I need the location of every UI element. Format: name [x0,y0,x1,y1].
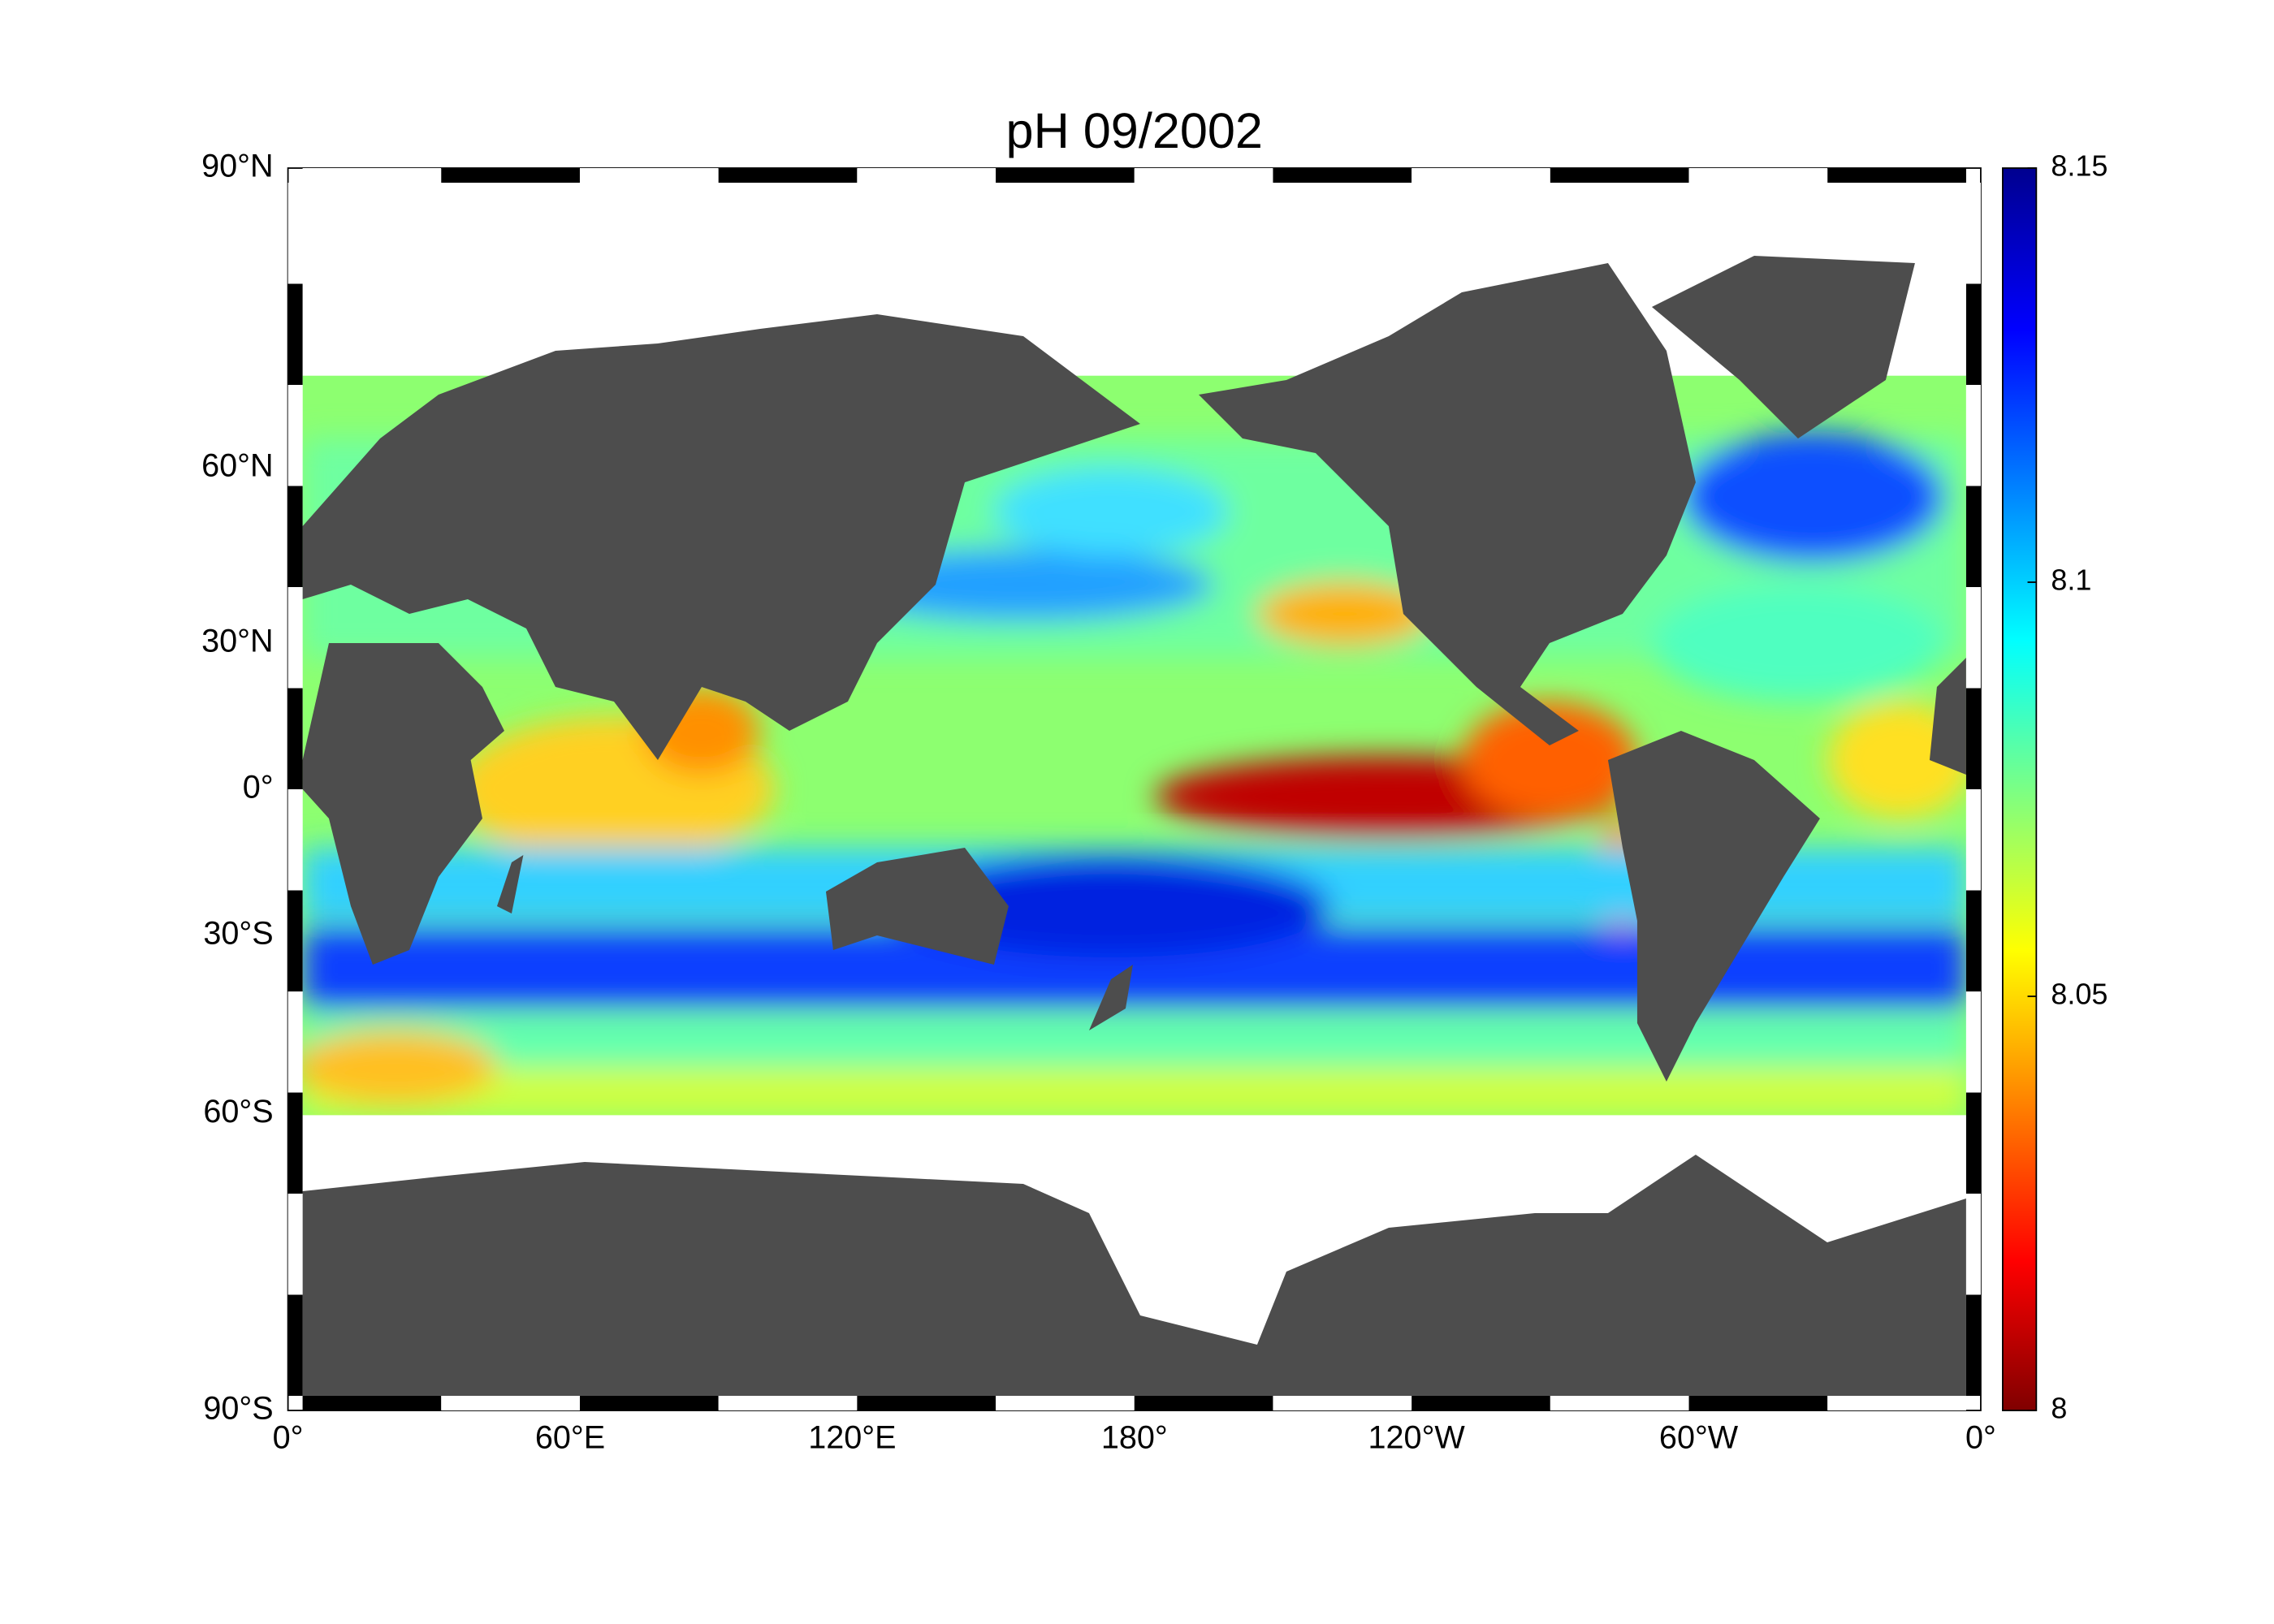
latitude-label: 90°S [203,1390,273,1426]
border-segment [1134,1396,1273,1411]
north-america [1198,263,1696,746]
border-segment [857,168,996,184]
latitude-label: 90°N [201,148,273,184]
colorbar-ticks: 8 8.05 8.1 8.15 [2027,149,2108,1425]
border-segment [1965,890,1981,992]
border-segment [1965,991,1981,1093]
border-segment [579,1396,719,1411]
longitude-label: 0° [273,1419,304,1455]
border-segment [441,168,580,184]
border-segment [1412,168,1550,184]
latitude-label: 30°S [203,915,273,951]
border-segment [1827,1396,1966,1411]
africa [302,643,1966,965]
map-title: pH 09/2002 [1006,103,1263,158]
border-segment [1965,1194,1981,1295]
border-segment [579,168,719,184]
border-segment [1550,168,1689,184]
madagascar [496,855,524,914]
border-segment [287,486,303,588]
border-segment [1965,789,1981,891]
latitude-label: 30°N [201,623,273,659]
border-segment [1965,283,1981,386]
border-segment [1965,688,1981,790]
border-segment [287,385,303,486]
border-segment [1412,1396,1550,1411]
border-segment [1550,1396,1689,1411]
border-segment [287,890,303,992]
border-segment [287,1194,303,1295]
border-segment [718,1396,858,1411]
border-segment [1273,168,1412,184]
border-segment [302,1396,442,1411]
colorbar-tick-label: 8.1 [2051,564,2091,597]
eurasia [302,314,1140,761]
border-segment [287,991,303,1093]
longitude-label: 180° [1101,1419,1168,1455]
border-segment [1688,1396,1828,1411]
border-segment [1965,183,1981,284]
border-segment [1965,587,1981,689]
longitude-label: 120°W [1368,1419,1466,1455]
colorbar-tick-label: 8 [2051,1392,2067,1425]
border-segment [1965,385,1981,486]
border-segment [996,168,1135,184]
australia [825,848,1009,965]
map-border [287,168,1981,1411]
border-segment [287,183,303,284]
border-segment [1965,486,1981,588]
colorbar-tick-label: 8.05 [2051,978,2108,1011]
new-zealand [1088,965,1133,1031]
latitude-label: 60°S [203,1094,273,1129]
border-segment [1965,1092,1981,1194]
border-segment [287,688,303,790]
border-segment [1827,168,1966,184]
colorbar-gradient [2002,167,2038,1411]
longitude-label: 60°W [1659,1419,1739,1455]
border-segment [1273,1396,1412,1411]
border-segment [857,1396,996,1411]
border-segment [287,789,303,891]
colorbar: 8 8.05 8.1 8.15 [2002,149,2108,1425]
border-segment [287,1294,303,1397]
south-america [1607,731,1820,1082]
border-segment [302,168,442,184]
longitude-label: 120°E [808,1419,896,1455]
border-segment [287,283,303,386]
greenland [1651,256,1915,439]
colorbar-tick-label: 8.15 [2051,149,2108,183]
border-segment [441,1396,580,1411]
latitude-labels: 90°N 60°N 30°N 0° 30°S 60°S 90°S [201,148,273,1426]
longitude-labels: 0° 60°E 120°E 180° 120°W 60°W 0° [273,1419,1996,1455]
border-segment [996,1396,1135,1411]
border-segment [718,168,858,184]
longitude-label: 0° [1965,1419,1996,1455]
map-area [287,167,1982,1411]
border-segment [287,587,303,689]
border-segment [287,1092,303,1194]
antarctica [302,1155,1966,1397]
border-segment [1134,168,1273,184]
longitude-label: 60°E [535,1419,605,1455]
latitude-label: 0° [243,769,274,805]
latitude-label: 60°N [201,447,273,483]
border-segment [1965,1294,1981,1397]
border-segment [1688,168,1828,184]
